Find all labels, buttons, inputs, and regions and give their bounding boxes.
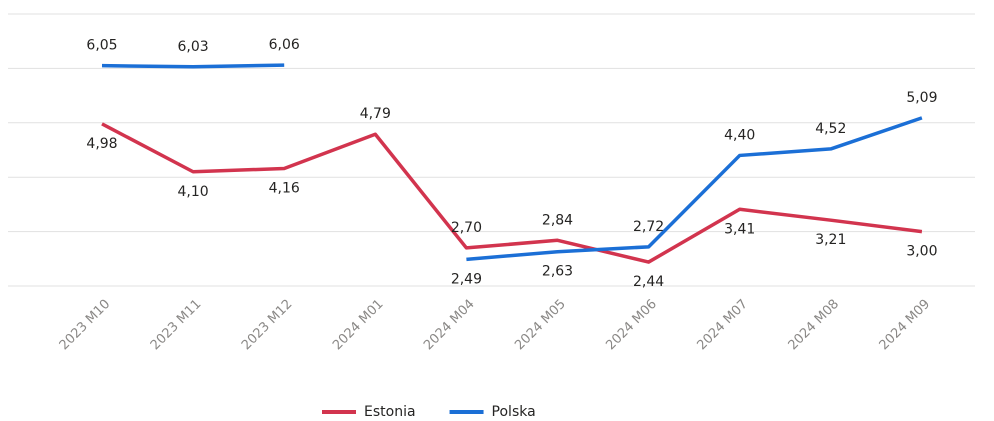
legend-label: Polska: [492, 404, 536, 420]
data-label: 4,52: [815, 121, 846, 137]
x-tick-label: 2024 M01: [330, 297, 387, 354]
x-tick-label: 2024 M05: [512, 297, 569, 354]
x-tick-label: 2024 M04: [421, 297, 478, 354]
data-label: 6,05: [86, 38, 117, 54]
data-label: 4,40: [724, 127, 755, 143]
x-tick-label: 2023 M12: [239, 297, 296, 354]
data-label: 4,10: [178, 184, 209, 200]
data-label: 3,41: [724, 221, 755, 237]
data-label: 3,21: [815, 232, 846, 248]
x-tick-label: 2023 M11: [148, 297, 205, 354]
data-label: 2,44: [633, 274, 664, 290]
data-label: 4,79: [360, 106, 391, 122]
data-label: 6,03: [178, 39, 209, 55]
x-tick-label: 2023 M10: [57, 297, 114, 354]
data-label: 2,63: [542, 264, 573, 280]
line: [101, 122, 923, 264]
data-label: 2,70: [451, 220, 482, 236]
data-label: 5,09: [906, 90, 937, 106]
legend-label: Estonia: [364, 404, 416, 420]
data-label: 2,84: [542, 212, 573, 228]
data-label: 2,49: [451, 271, 482, 287]
x-tick-label: 2024 M06: [603, 297, 660, 354]
line: [101, 63, 285, 69]
line: [466, 116, 923, 262]
data-label: 4,16: [269, 180, 300, 196]
x-tick-label: 2024 M08: [786, 297, 843, 354]
data-label: 6,06: [269, 37, 300, 53]
x-tick-label: 2024 M07: [694, 297, 751, 354]
data-label: 3,00: [906, 244, 937, 260]
data-label: 4,98: [86, 136, 117, 152]
x-tick-label: 2024 M09: [877, 297, 934, 354]
data-label: 2,72: [633, 219, 664, 235]
